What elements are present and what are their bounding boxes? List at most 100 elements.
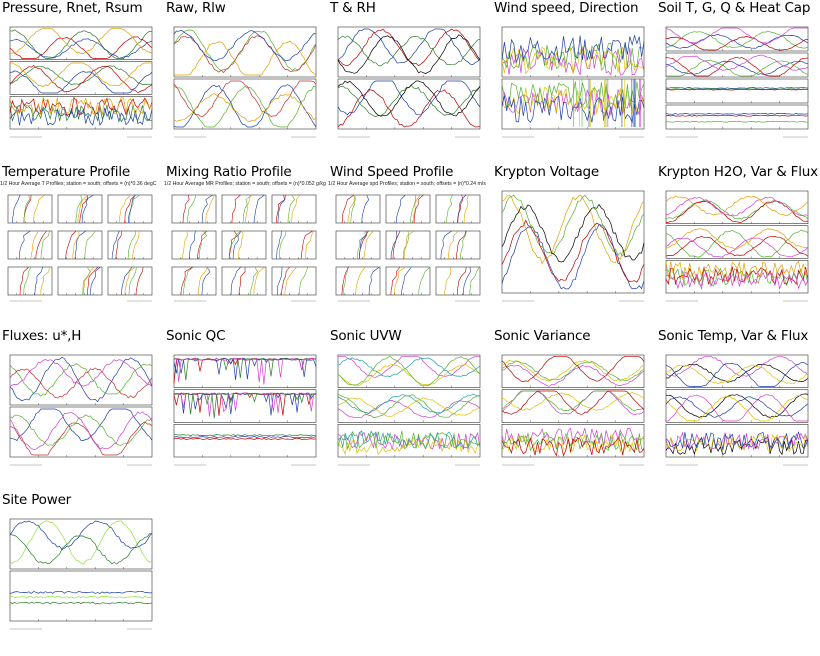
plot-thumbnail[interactable] xyxy=(330,17,488,145)
profile-subplot-frame xyxy=(107,266,153,296)
plot-card: Krypton Voltage xyxy=(492,164,656,328)
profile-line xyxy=(299,266,309,296)
plot-title-link[interactable]: Mixing Ratio Profile xyxy=(166,164,292,180)
plot-series-line xyxy=(173,85,317,128)
plot-title-link[interactable]: T & RH xyxy=(330,0,376,16)
profile-line xyxy=(446,194,453,224)
plot-series-line xyxy=(173,357,317,385)
plot-thumbnail[interactable] xyxy=(166,17,324,145)
plot-frame xyxy=(173,26,317,78)
plot-frame xyxy=(9,61,153,95)
plot-series-line xyxy=(337,397,481,417)
plot-frame xyxy=(337,78,481,130)
plot-series-line xyxy=(337,88,481,128)
plot-card: Mixing Ratio Profile 1/2 Hour Average MR … xyxy=(164,164,328,328)
plot-card: Wind speed, Direction xyxy=(492,0,656,164)
plot-title-link[interactable]: Pressure, Rnet, Rsum xyxy=(2,0,143,16)
plot-thumbnail[interactable] xyxy=(658,181,816,309)
plot-title-link[interactable]: Fluxes: u*,H xyxy=(2,328,82,344)
profile-line xyxy=(277,266,283,296)
plot-title-link[interactable]: Wind Speed Profile xyxy=(330,164,454,180)
plot-series-line xyxy=(665,196,809,217)
profile-subplot-frame xyxy=(385,266,431,296)
plot-series-line xyxy=(337,80,481,117)
plot-series-line xyxy=(501,203,645,263)
profile-line xyxy=(135,266,144,296)
profile-line xyxy=(90,266,101,296)
profile-subplot-frame xyxy=(57,266,103,296)
profile-line xyxy=(456,230,467,260)
profile-line xyxy=(82,266,91,296)
profile-line xyxy=(469,266,480,296)
plot-series-line xyxy=(337,394,481,419)
plot-graphic xyxy=(665,354,809,466)
plot-series-line xyxy=(665,199,809,220)
profile-line xyxy=(395,194,406,224)
plot-frame xyxy=(665,190,809,224)
plot-frame xyxy=(501,190,645,294)
plot-series-line xyxy=(665,56,809,77)
plot-series-line xyxy=(665,30,809,49)
plot-thumbnail[interactable] xyxy=(166,345,324,473)
plot-thumbnail[interactable] xyxy=(494,345,652,473)
profile-line xyxy=(33,194,45,224)
plot-card: Soil T, G, Q & Heat Cap xyxy=(656,0,820,164)
plot-title-link[interactable]: Sonic Variance xyxy=(494,328,591,344)
plot-frame xyxy=(665,354,809,388)
plot-title-link[interactable]: Krypton Voltage xyxy=(494,164,600,180)
plot-thumbnail[interactable] xyxy=(494,17,652,145)
plot-graphic xyxy=(9,354,153,466)
plot-thumbnail[interactable] xyxy=(330,345,488,473)
plot-title-link[interactable]: Sonic UVW xyxy=(330,328,402,344)
profile-line xyxy=(115,230,122,260)
plot-card: Sonic Temp, Var & Flux xyxy=(656,328,820,492)
plot-thumbnail[interactable] xyxy=(166,181,324,309)
plot-graphic xyxy=(501,354,645,466)
plot-frame xyxy=(665,104,809,130)
plot-title-link[interactable]: Krypton H2O, Var & Flux xyxy=(658,164,818,180)
plot-thumbnail[interactable] xyxy=(658,17,816,145)
plot-graphic xyxy=(9,518,153,630)
profile-line xyxy=(347,194,356,224)
plot-thumbnail[interactable] xyxy=(2,345,160,473)
profile-subplot-frame xyxy=(7,266,53,296)
plot-frame xyxy=(665,225,809,259)
plot-series-line xyxy=(665,355,809,377)
plot-series-line xyxy=(501,194,645,265)
profile-line xyxy=(281,266,290,296)
plot-series-line xyxy=(9,356,153,403)
plot-series-line xyxy=(665,27,808,44)
plot-series-line xyxy=(501,391,645,411)
plot-thumbnail[interactable] xyxy=(330,181,488,309)
plot-thumbnail[interactable] xyxy=(2,181,160,309)
profile-line xyxy=(300,230,313,260)
plot-thumbnail[interactable] xyxy=(2,509,160,637)
plot-title-link[interactable]: Wind speed, Direction xyxy=(494,0,639,16)
plot-title-link[interactable]: Sonic Temp, Var & Flux xyxy=(658,328,809,344)
profile-line xyxy=(84,230,96,260)
plot-title-link[interactable]: Sonic QC xyxy=(166,328,226,344)
plot-card: Raw, Rlw xyxy=(164,0,328,164)
plot-series-line xyxy=(9,96,153,117)
plot-series-line xyxy=(173,84,317,128)
plot-title-link[interactable]: Temperature Profile xyxy=(2,164,130,180)
plot-series-line xyxy=(501,45,645,75)
plot-frame xyxy=(501,26,645,78)
plot-card: Pressure, Rnet, Rsum xyxy=(0,0,164,164)
plot-graphic xyxy=(171,194,317,302)
plot-title-link[interactable]: Raw, Rlw xyxy=(166,0,226,16)
profile-line xyxy=(363,230,374,260)
plot-thumbnail[interactable] xyxy=(2,17,160,145)
plot-thumbnail[interactable] xyxy=(658,345,816,473)
plot-series-line xyxy=(9,414,153,446)
plot-series-line xyxy=(501,219,645,283)
plot-title-link[interactable]: Site Power xyxy=(2,492,72,508)
profile-line xyxy=(79,194,88,224)
plot-series-line xyxy=(337,80,481,116)
plot-series-line xyxy=(9,601,153,605)
plot-series-line xyxy=(501,433,645,453)
plot-title-link[interactable]: Soil T, G, Q & Heat Cap xyxy=(658,0,811,16)
plot-card: T & RH xyxy=(328,0,492,164)
profile-line xyxy=(341,266,349,296)
plot-thumbnail[interactable] xyxy=(494,181,652,309)
